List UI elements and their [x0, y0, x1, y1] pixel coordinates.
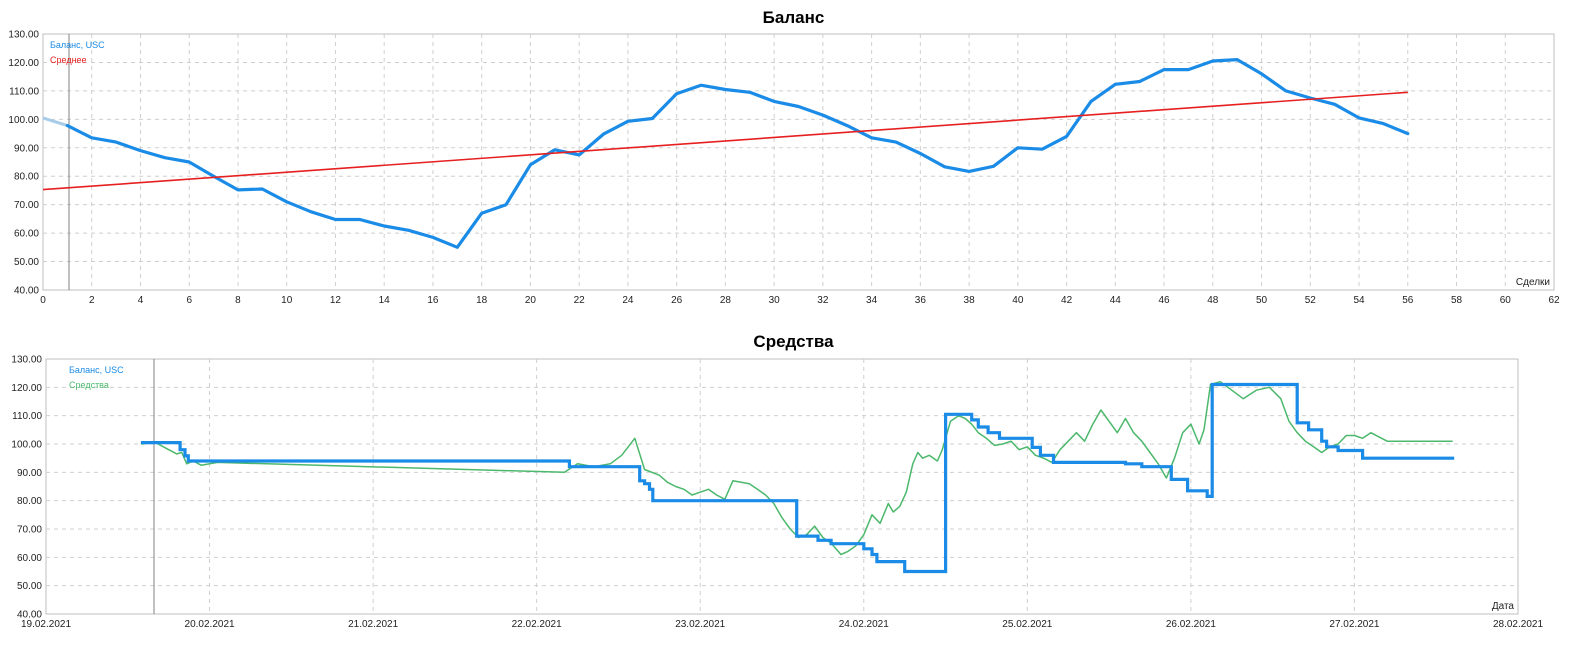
y-tick-label: 120.00 — [8, 58, 39, 69]
x-tick-label: 42 — [1061, 295, 1073, 306]
x-tick-label: 26 — [671, 295, 683, 306]
average-line — [42, 91, 1408, 191]
legend-balance: Баланс, USC — [69, 365, 124, 375]
x-tick-label: 21.02.2021 — [348, 619, 398, 630]
x-tick-label: 24.02.2021 — [839, 619, 889, 630]
y-tick-label: 40.00 — [17, 610, 42, 621]
y-tick-label: 60.00 — [17, 553, 42, 564]
x-tick-label: 48 — [1207, 295, 1219, 306]
legend-balance: Баланс, USC — [50, 40, 105, 50]
x-tick-label: 30 — [769, 295, 781, 306]
x-axis-label: Дата — [1492, 601, 1515, 612]
x-tick-label: 4 — [138, 295, 144, 306]
y-tick-label: 60.00 — [14, 229, 39, 240]
legend-equity: Средства — [69, 380, 109, 390]
plot-area — [45, 358, 1519, 615]
x-tick-label: 26.02.2021 — [1166, 619, 1216, 630]
x-tick-label: 28 — [720, 295, 732, 306]
x-tick-label: 10 — [281, 295, 293, 306]
x-tick-label: 44 — [1110, 295, 1122, 306]
y-tick-label: 40.00 — [14, 286, 39, 297]
x-tick-label: 36 — [915, 295, 927, 306]
y-tick-label: 90.00 — [17, 468, 42, 479]
y-tick-label: 100.00 — [8, 115, 39, 126]
x-tick-label: 20.02.2021 — [185, 619, 235, 630]
x-tick-label: 32 — [817, 295, 829, 306]
x-tick-label: 25.02.2021 — [1002, 619, 1052, 630]
y-tick-label: 80.00 — [14, 172, 39, 183]
balance-line — [65, 57, 1410, 249]
chart-title-equity: Средства — [753, 332, 834, 351]
x-tick-label: 8 — [235, 295, 241, 306]
y-tick-label: 50.00 — [14, 257, 39, 268]
x-tick-label: 46 — [1159, 295, 1171, 306]
x-tick-label: 34 — [866, 295, 878, 306]
balance-start-segment — [42, 116, 68, 128]
legend-average: Среднее — [50, 55, 87, 65]
x-tick-label: 52 — [1305, 295, 1317, 306]
x-tick-label: 54 — [1353, 295, 1365, 306]
x-tick-label: 20 — [525, 295, 537, 306]
x-tick-label: 24 — [622, 295, 634, 306]
y-tick-label: 100.00 — [11, 440, 42, 451]
x-tick-label: 16 — [427, 295, 439, 306]
x-tick-label: 22.02.2021 — [512, 619, 562, 630]
y-tick-label: 80.00 — [17, 496, 42, 507]
x-tick-label: 2 — [89, 295, 95, 306]
x-tick-label: 23.02.2021 — [675, 619, 725, 630]
x-tick-label: 0 — [40, 295, 46, 306]
x-tick-label: 27.02.2021 — [1329, 619, 1379, 630]
y-tick-label: 130.00 — [8, 30, 39, 41]
x-tick-label: 60 — [1500, 295, 1512, 306]
x-tick-label: 6 — [186, 295, 192, 306]
x-tick-label: 62 — [1548, 295, 1560, 306]
x-tick-label: 14 — [379, 295, 391, 306]
x-tick-label: 58 — [1451, 295, 1463, 306]
plot-area — [42, 33, 1555, 291]
y-tick-label: 110.00 — [9, 86, 39, 97]
chart-title-balance: Баланс — [762, 8, 825, 27]
balance-step-line — [140, 382, 1455, 574]
y-tick-label: 110.00 — [12, 411, 42, 422]
x-axis-label: Сделки — [1516, 277, 1550, 288]
x-tick-label: 18 — [476, 295, 488, 306]
y-tick-label: 120.00 — [11, 383, 42, 394]
x-tick-label: 12 — [330, 295, 342, 306]
x-tick-label: 28.02.2021 — [1493, 619, 1543, 630]
y-tick-label: 130.00 — [11, 355, 42, 366]
x-tick-label: 50 — [1256, 295, 1268, 306]
y-tick-label: 90.00 — [14, 143, 39, 154]
y-tick-label: 70.00 — [14, 200, 39, 211]
y-tick-label: 50.00 — [17, 581, 42, 592]
x-tick-label: 38 — [964, 295, 976, 306]
y-tick-label: 70.00 — [17, 525, 42, 536]
x-tick-label: 56 — [1402, 295, 1414, 306]
x-tick-label: 22 — [574, 295, 586, 306]
x-tick-label: 19.02.2021 — [21, 619, 71, 630]
x-tick-label: 40 — [1012, 295, 1024, 306]
